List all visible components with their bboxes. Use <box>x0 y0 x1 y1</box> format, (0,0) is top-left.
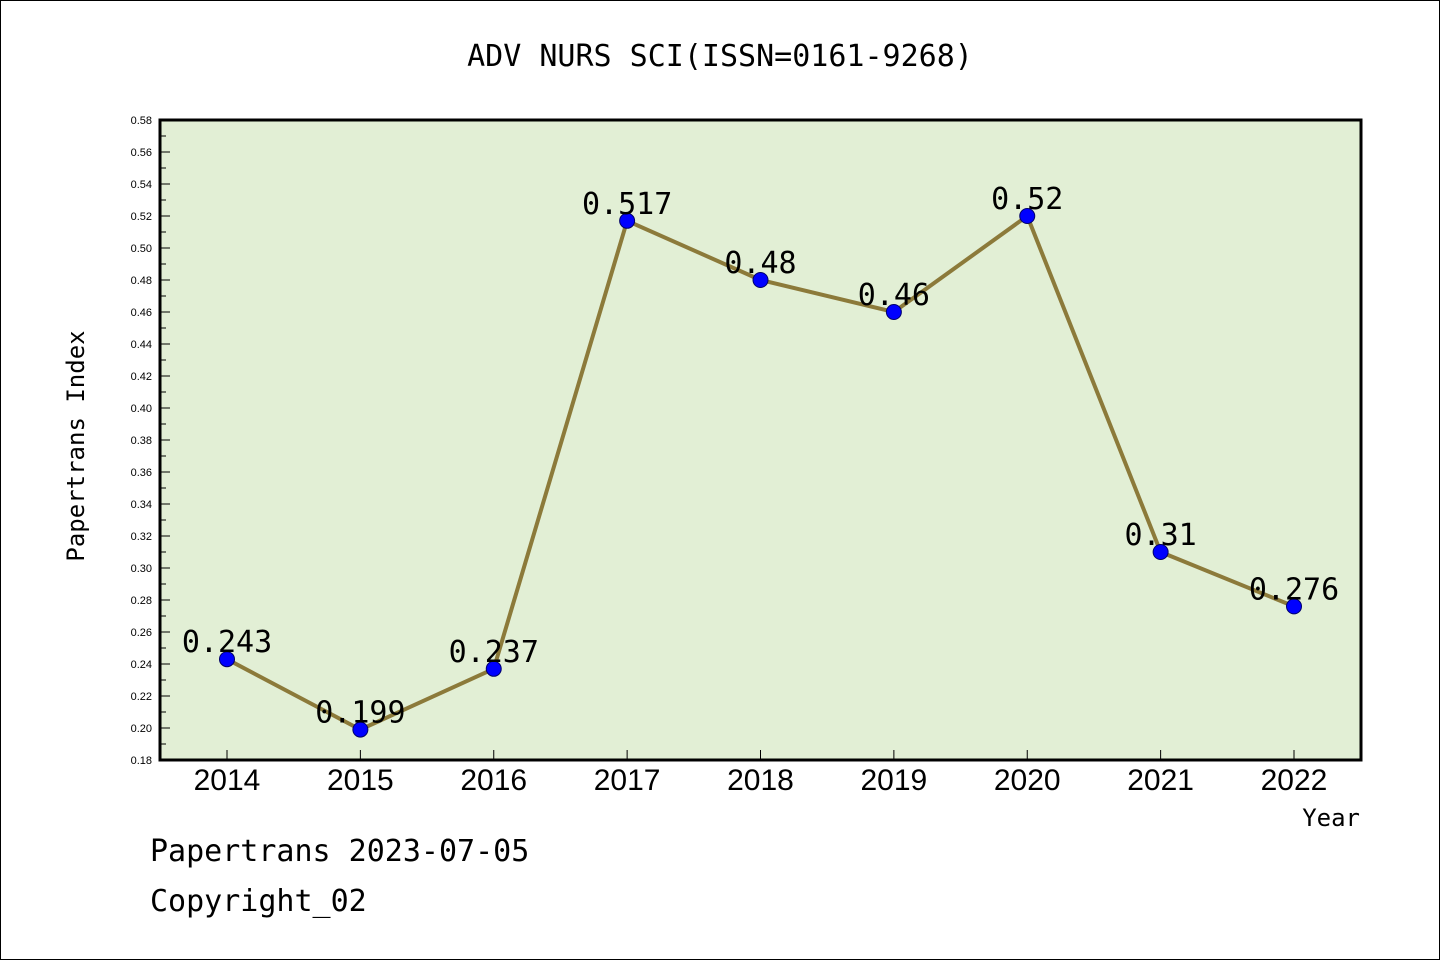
data-label: 0.199 <box>315 696 405 731</box>
data-labels: 0.243 0.199 0.237 0.517 0.48 0.46 0.52 0.31 0.27… <box>182 182 1339 731</box>
data-point <box>1286 598 1302 615</box>
data-label: 0.48 <box>724 246 796 281</box>
y-tick-label: 0.58 <box>131 115 152 127</box>
data-point <box>485 660 502 677</box>
x-tick-label: 2017 <box>594 764 661 797</box>
chart-title: ADV NURS SCI(ISSN=0161-9268) <box>467 39 973 74</box>
y-tick-label: 0.26 <box>131 627 152 639</box>
y-tick-label: 0.54 <box>131 179 152 191</box>
x-tick-label: 2016 <box>460 764 527 797</box>
y-tick-label: 0.32 <box>131 531 152 543</box>
data-point <box>752 272 769 288</box>
data-point <box>219 651 235 668</box>
data-label: 0.237 <box>449 635 539 670</box>
data-label: 0.46 <box>858 278 930 313</box>
y-tick-label: 0.34 <box>131 499 152 511</box>
y-tick-label: 0.24 <box>131 659 152 671</box>
y-tick-label: 0.20 <box>131 723 152 735</box>
data-label: 0.517 <box>582 187 672 222</box>
footer-copyright: Copyright_02 <box>150 884 367 919</box>
y-tick-label: 0.18 <box>131 755 152 767</box>
y-tick-label: 0.42 <box>131 371 152 383</box>
x-tick-label: 2019 <box>861 764 928 797</box>
x-tick-label: 2022 <box>1261 764 1328 797</box>
plot-area <box>158 118 1363 762</box>
y-axis-label: Papertrans Index <box>62 330 90 561</box>
x-tick-label: 2014 <box>194 764 261 797</box>
y-axis: 0.18 0.20 0.22 0.24 0.26 0.28 0.30 0.32 0.34 0.36… <box>131 115 170 767</box>
y-tick-label: 0.52 <box>131 211 152 223</box>
y-tick-label: 0.50 <box>131 243 152 255</box>
data-point <box>1152 544 1169 560</box>
data-point <box>1019 208 1036 224</box>
x-tick-label: 2021 <box>1127 764 1194 797</box>
y-tick-label: 0.56 <box>131 147 152 159</box>
x-axis: 2014 2015 2016 2017 2018 2019 2020 2021 2022 <box>194 750 1328 797</box>
y-tick-label: 0.22 <box>131 691 152 703</box>
x-tick-label: 2015 <box>327 764 394 797</box>
x-tick-label: 2018 <box>727 764 794 797</box>
y-tick-label: 0.46 <box>131 307 152 319</box>
x-tick-label: 2020 <box>994 764 1061 797</box>
data-point <box>885 304 902 320</box>
y-tick-label: 0.28 <box>131 595 152 607</box>
data-point <box>352 721 369 738</box>
y-tick-label: 0.40 <box>131 403 152 415</box>
data-label: 0.52 <box>991 182 1063 217</box>
data-label: 0.243 <box>182 625 272 660</box>
data-label: 0.276 <box>1249 572 1339 607</box>
y-tick-label: 0.48 <box>131 275 152 287</box>
y-tick-label: 0.36 <box>131 467 152 479</box>
footer-date: Papertrans 2023-07-05 <box>150 834 530 869</box>
data-markers <box>219 208 1302 738</box>
y-tick-label: 0.38 <box>131 435 152 447</box>
data-label: 0.31 <box>1125 518 1197 553</box>
data-point <box>619 212 636 229</box>
y-tick-label: 0.44 <box>131 339 152 351</box>
y-tick-label: 0.30 <box>131 563 152 575</box>
x-axis-label: Year <box>1302 804 1360 832</box>
